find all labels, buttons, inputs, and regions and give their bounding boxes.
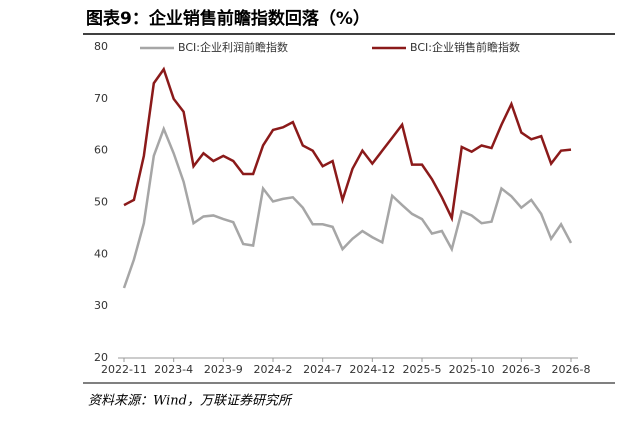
x-tick-label: 2024-2 xyxy=(254,363,293,376)
x-tick-label: 2022-11 xyxy=(101,363,147,376)
x-tick-label: 2024-12 xyxy=(349,363,395,376)
y-tick-label: 70 xyxy=(94,92,108,105)
legend-label: BCI:企业利润前瞻指数 xyxy=(178,40,288,54)
x-tick-label: 2024-7 xyxy=(303,363,342,376)
chart-title: 图表9：企业销售前瞻指数回落（%） xyxy=(86,8,370,29)
y-tick-label: 20 xyxy=(94,351,108,364)
x-tick-label: 2023-4 xyxy=(154,363,193,376)
x-tick-label: 2025-10 xyxy=(449,363,495,376)
y-tick-label: 80 xyxy=(94,40,108,53)
x-tick-label: 2026-3 xyxy=(502,363,541,376)
y-tick-label: 30 xyxy=(94,299,108,312)
y-tick-label: 60 xyxy=(94,144,108,157)
x-tick-label: 2025-5 xyxy=(403,363,442,376)
series-line xyxy=(123,66,572,223)
y-tick-label: 40 xyxy=(94,247,108,260)
y-tick-label: 50 xyxy=(94,196,108,209)
source: 资料来源：Wind，万联证券研究所 xyxy=(88,393,293,409)
series-line xyxy=(122,125,573,289)
x-tick-label: 2026-8 xyxy=(552,363,591,376)
legend-label: BCI:企业销售前瞻指数 xyxy=(410,40,520,54)
x-tick-label: 2023-9 xyxy=(204,363,243,376)
